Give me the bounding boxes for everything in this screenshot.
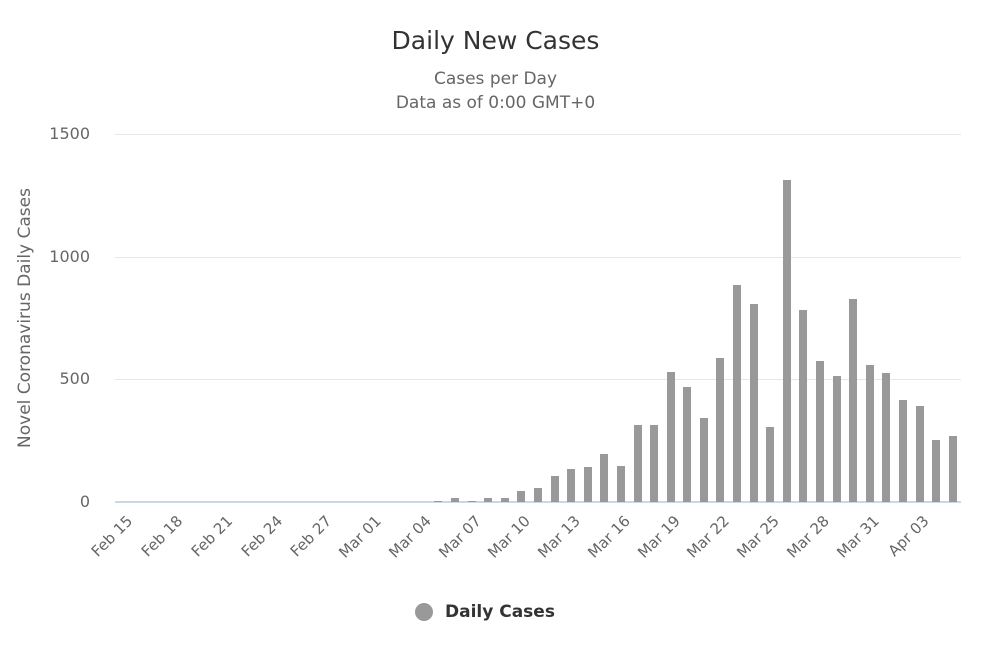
bar[interactable] (567, 469, 575, 502)
bar[interactable] (534, 488, 542, 502)
bar[interactable] (750, 304, 758, 502)
legend-label: Daily Cases (445, 602, 555, 622)
x-tick-label: Mar 19 (634, 512, 684, 562)
bar[interactable] (551, 476, 559, 502)
bar[interactable] (866, 365, 874, 502)
x-tick-label: Feb 24 (237, 512, 287, 561)
x-tick-label: Mar 25 (733, 512, 783, 562)
bar[interactable] (816, 361, 824, 502)
x-tick-label: Mar 13 (534, 512, 584, 562)
x-tick-label: Mar 01 (335, 512, 385, 562)
x-tick-label: Mar 22 (683, 512, 733, 562)
bar[interactable] (733, 285, 741, 502)
bar[interactable] (700, 418, 708, 502)
x-tick-label: Feb 15 (87, 512, 137, 561)
gridline (115, 379, 961, 380)
y-tick-label: 1500 (49, 124, 90, 143)
bar[interactable] (600, 454, 608, 502)
x-tick-label: Feb 18 (137, 512, 187, 561)
x-tick-label: Apr 03 (884, 512, 933, 560)
bar[interactable] (833, 376, 841, 502)
bar[interactable] (501, 498, 509, 502)
bar[interactable] (434, 501, 442, 502)
bar[interactable] (799, 310, 807, 502)
x-tick-label: Feb 21 (187, 512, 237, 561)
bar[interactable] (849, 299, 857, 502)
x-tick-label: Mar 04 (385, 512, 435, 562)
x-axis-line (115, 501, 961, 503)
bar[interactable] (949, 436, 957, 502)
x-tick-label: Mar 31 (833, 512, 883, 562)
x-tick-label: Mar 07 (435, 512, 485, 562)
bar[interactable] (766, 427, 774, 502)
chart-subtitle-line-1: Cases per Day (433, 69, 558, 89)
x-tick-label: Mar 16 (584, 512, 634, 562)
bar[interactable] (451, 498, 459, 502)
bar[interactable] (617, 466, 625, 502)
bar[interactable] (683, 387, 691, 502)
gridline (115, 257, 961, 258)
y-axis-title: Novel Coronavirus Daily Cases (15, 188, 35, 448)
x-tick-label: Mar 28 (783, 512, 833, 562)
y-tick-label: 1000 (49, 247, 90, 266)
bar[interactable] (783, 180, 791, 502)
bar[interactable] (932, 440, 940, 502)
bar[interactable] (899, 400, 907, 502)
bar[interactable] (484, 498, 492, 502)
x-tick-label: Feb 27 (286, 512, 336, 561)
bar[interactable] (584, 467, 592, 502)
y-tick-label: 500 (59, 369, 90, 388)
y-tick-label: 0 (79, 492, 90, 511)
legend-item-daily-cases[interactable]: Daily Cases (415, 602, 555, 622)
bar[interactable] (517, 491, 525, 502)
bar[interactable] (716, 358, 724, 502)
gridline (115, 134, 961, 135)
bar[interactable] (667, 372, 675, 502)
x-tick-label: Mar 10 (484, 512, 534, 562)
chart-subtitle-line-2: Data as of 0:00 GMT+0 (395, 93, 596, 113)
bar[interactable] (882, 373, 890, 502)
bar[interactable] (468, 501, 476, 502)
legend-marker-icon (415, 603, 433, 621)
chart-title: Daily New Cases (391, 26, 600, 55)
bar[interactable] (634, 425, 642, 502)
bar[interactable] (650, 425, 658, 502)
bar[interactable] (916, 406, 924, 502)
